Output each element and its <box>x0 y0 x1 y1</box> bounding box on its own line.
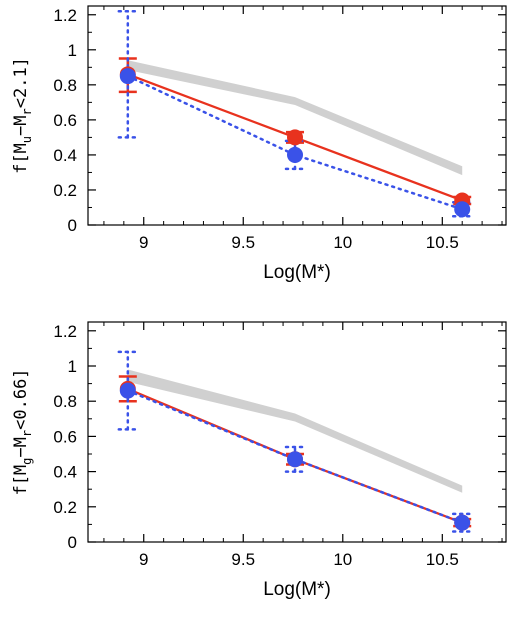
top-blue-dotted-point <box>454 201 471 218</box>
bottom-y-label-sub1: g <box>20 458 34 465</box>
bottom-y-axis-label: f[Mg−Mr<0.66] <box>11 368 34 495</box>
top-y-tick-label: 0.8 <box>53 76 77 95</box>
top-x-tick-label: 10.5 <box>426 233 459 252</box>
top-y-label-sub1: u <box>20 136 34 143</box>
top-y-label-tail: <2.1] <box>11 57 31 108</box>
top-panel: 9 9.5 10 10.5 0 0.2 0.4 0.6 0.8 1 1.2 Log(M*) f[Mu… <box>11 5 507 283</box>
bottom-y-label-sub2: r <box>20 430 34 437</box>
top-reference-band <box>127 60 463 176</box>
bottom-blue-dotted-point <box>287 451 304 468</box>
top-y-label-mid: −M <box>11 115 31 135</box>
top-y-tick-label: 0.6 <box>53 111 77 130</box>
top-x-axis-label: Log(M*) <box>263 262 331 283</box>
bottom-plot-frame <box>87 321 507 543</box>
bottom-axes: 9 9.5 10 10.5 0 0.2 0.4 0.6 0.8 1 1.2 <box>53 322 506 569</box>
top-plot-frame <box>87 5 507 226</box>
bottom-x-axis-label: Log(M*) <box>263 579 331 600</box>
bottom-blue-dotted-point <box>454 514 471 531</box>
top-x-tick-label: 9.5 <box>231 233 255 252</box>
top-y-tick-label: 1 <box>68 41 77 60</box>
top-x-tick-label: 9 <box>139 233 148 252</box>
top-y-label-sub2: r <box>20 108 34 115</box>
bottom-y-tick-label: 1.2 <box>53 322 77 341</box>
bottom-blue-dotted-point <box>119 382 136 399</box>
bottom-y-tick-label: 0.8 <box>53 392 77 411</box>
top-blue-dotted-point <box>287 146 304 163</box>
top-y-axis-label: f[Mu−Mr<2.1] <box>11 57 34 174</box>
bottom-y-tick-label: 0.4 <box>53 463 77 482</box>
bottom-x-tick-label: 10.5 <box>426 550 459 569</box>
bottom-y-label-mid: −M <box>11 437 31 457</box>
top-y-tick-label: 0.2 <box>53 181 77 200</box>
bottom-y-tick-label: 1 <box>68 357 77 376</box>
top-axes: 9 9.5 10 10.5 0 0.2 0.4 0.6 0.8 1 1.2 <box>53 6 506 252</box>
bottom-blue-dotted-line <box>126 389 464 524</box>
bottom-series <box>117 350 473 533</box>
top-x-tick-label: 10 <box>333 233 352 252</box>
bottom-panel: 9 9.5 10 10.5 0 0.2 0.4 0.6 0.8 1 1.2 Log(M*) f[Mg… <box>11 321 507 600</box>
bottom-reference-band <box>127 369 463 493</box>
bottom-x-tick-label: 9 <box>139 550 148 569</box>
bottom-y-tick-label: 0.2 <box>53 498 77 517</box>
bottom-y-tick-label: 0.6 <box>53 427 77 446</box>
bottom-y-tick-label: 0 <box>68 533 77 552</box>
top-y-tick-label: 0.4 <box>53 146 77 165</box>
top-blue-dotted-point <box>119 68 136 85</box>
top-gray-band <box>127 60 463 176</box>
top-y-tick-label: 0 <box>68 216 77 235</box>
bottom-y-label-base: f[M <box>11 465 31 496</box>
top-series <box>117 10 473 218</box>
bottom-x-tick-label: 10 <box>333 550 352 569</box>
top-y-tick-label: 1.2 <box>53 6 77 25</box>
bottom-gray-band <box>127 369 463 493</box>
bottom-x-tick-label: 9.5 <box>231 550 255 569</box>
top-red-solid-point <box>287 129 304 146</box>
bottom-y-label-tail: <0.66] <box>11 368 31 429</box>
top-y-label-base: f[M <box>11 143 31 174</box>
